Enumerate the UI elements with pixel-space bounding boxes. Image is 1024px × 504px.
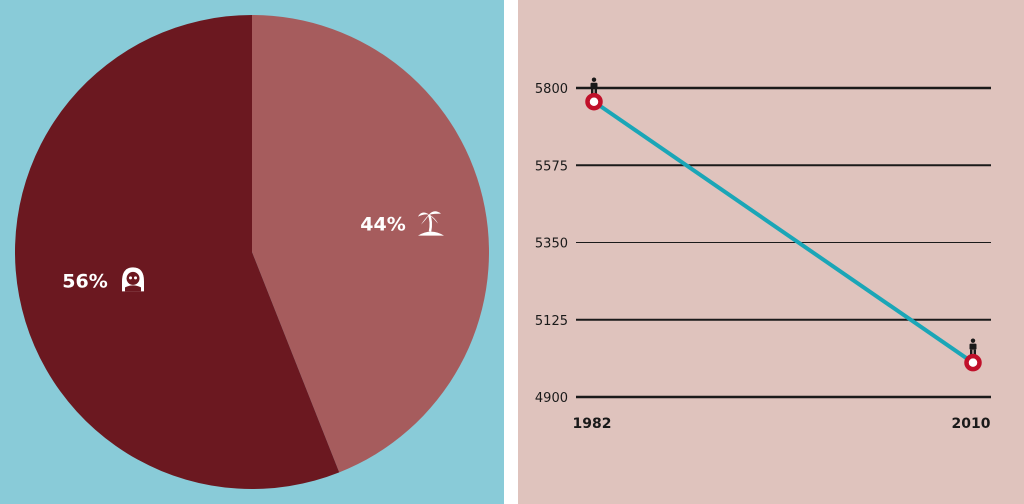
data-point xyxy=(585,77,603,111)
y-tick-label: 5575 xyxy=(535,159,568,174)
y-tick-label: 5350 xyxy=(535,237,568,252)
pie-slice-1 xyxy=(14,14,340,490)
pie-chart-panel: 44% 56% xyxy=(0,0,504,504)
x-tick-label: 2010 xyxy=(952,416,991,432)
y-tick-label: 5125 xyxy=(535,314,568,329)
person-icon xyxy=(590,77,598,94)
data-point xyxy=(964,338,982,372)
pie-chart: 44% 56% xyxy=(14,14,490,490)
person-icon xyxy=(969,338,977,355)
y-tick-label: 4900 xyxy=(535,391,568,406)
hooded-person-icon xyxy=(122,267,145,292)
palm-island-icon xyxy=(417,211,444,236)
pie-slice-0 xyxy=(252,15,490,473)
pie-slice-label-0: 44% xyxy=(360,214,405,236)
y-tick-label: 5800 xyxy=(535,82,568,97)
pie-slice-label-1: 56% xyxy=(62,270,107,292)
line-chart-panel: 5800 5575 5350 5125 4900 1982 2010 xyxy=(518,0,1024,504)
line-chart: 5800 5575 5350 5125 4900 1982 2010 xyxy=(535,77,991,432)
series-line xyxy=(592,100,975,365)
x-tick-label: 1982 xyxy=(573,416,612,432)
